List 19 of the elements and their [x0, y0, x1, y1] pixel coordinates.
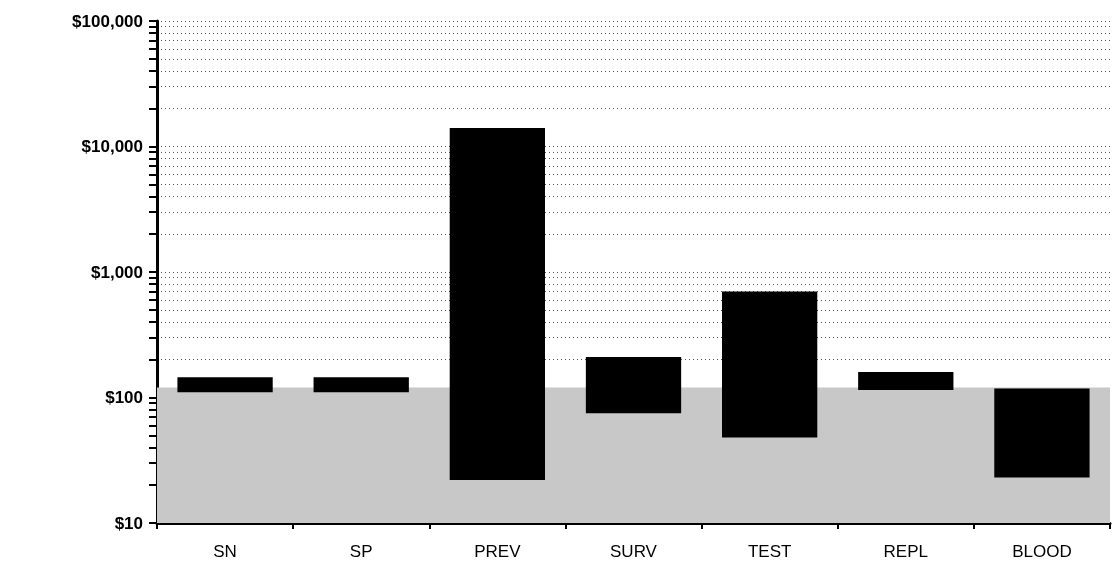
- x-tick-label: REPL: [883, 542, 928, 561]
- y-tick-label: $10,000: [81, 137, 143, 156]
- x-tick-label: PREV: [474, 542, 522, 561]
- y-tick-label: $10: [114, 513, 143, 533]
- y-tick-label: $100,000: [72, 11, 143, 31]
- bar: [858, 371, 954, 390]
- y-tick-label: $1,000: [91, 262, 143, 282]
- bar: [585, 357, 682, 414]
- x-tick-label: TEST: [747, 542, 792, 561]
- bar: [313, 377, 409, 393]
- y-tick-label: $100: [105, 388, 143, 407]
- x-tick-label: BLOOD: [1012, 542, 1072, 561]
- bar: [721, 291, 818, 438]
- x-tick-label: SP: [349, 542, 373, 561]
- x-tick-label: SURV: [610, 542, 658, 561]
- bar: [177, 377, 273, 393]
- bar: [994, 388, 1090, 478]
- x-tick-label: SN: [213, 542, 237, 561]
- bar: [449, 128, 546, 481]
